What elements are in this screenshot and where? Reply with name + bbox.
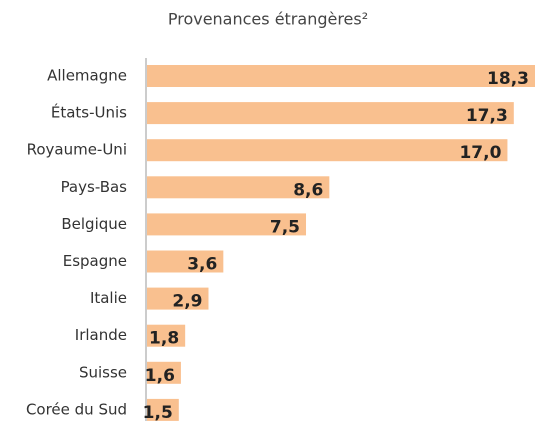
bar	[147, 65, 535, 87]
category-label: Espagne	[63, 252, 127, 270]
value-label: 17,3	[466, 106, 508, 126]
category-label: États-Unis	[51, 103, 127, 122]
bar	[147, 176, 330, 199]
value-label: 17,0	[459, 143, 501, 163]
value-label: 7,5	[270, 217, 300, 237]
value-label: 1,6	[145, 366, 175, 386]
value-label: 1,8	[149, 329, 179, 349]
value-label: 3,6	[187, 255, 217, 275]
value-label: 2,9	[172, 292, 202, 312]
chart-title: Provenances étrangères²	[168, 10, 368, 29]
category-label: Suisse	[79, 363, 127, 381]
category-label: Allemagne	[47, 67, 127, 85]
value-label: 8,6	[293, 180, 323, 200]
category-label: Royaume-Uni	[27, 141, 127, 159]
category-label: Pays-Bas	[61, 178, 128, 196]
category-label: Italie	[90, 289, 127, 307]
value-label: 1,5	[143, 403, 173, 421]
category-label: Corée du Sud	[26, 400, 127, 418]
category-label: Irlande	[75, 326, 127, 344]
value-label: 18,3	[487, 69, 529, 89]
bar	[147, 287, 209, 310]
bar	[147, 324, 186, 347]
bar	[147, 102, 514, 125]
bar	[147, 139, 508, 162]
bar	[147, 361, 181, 384]
category-label: Belgique	[61, 215, 127, 233]
bar	[147, 250, 224, 273]
bar	[147, 398, 179, 421]
bar	[147, 213, 307, 236]
